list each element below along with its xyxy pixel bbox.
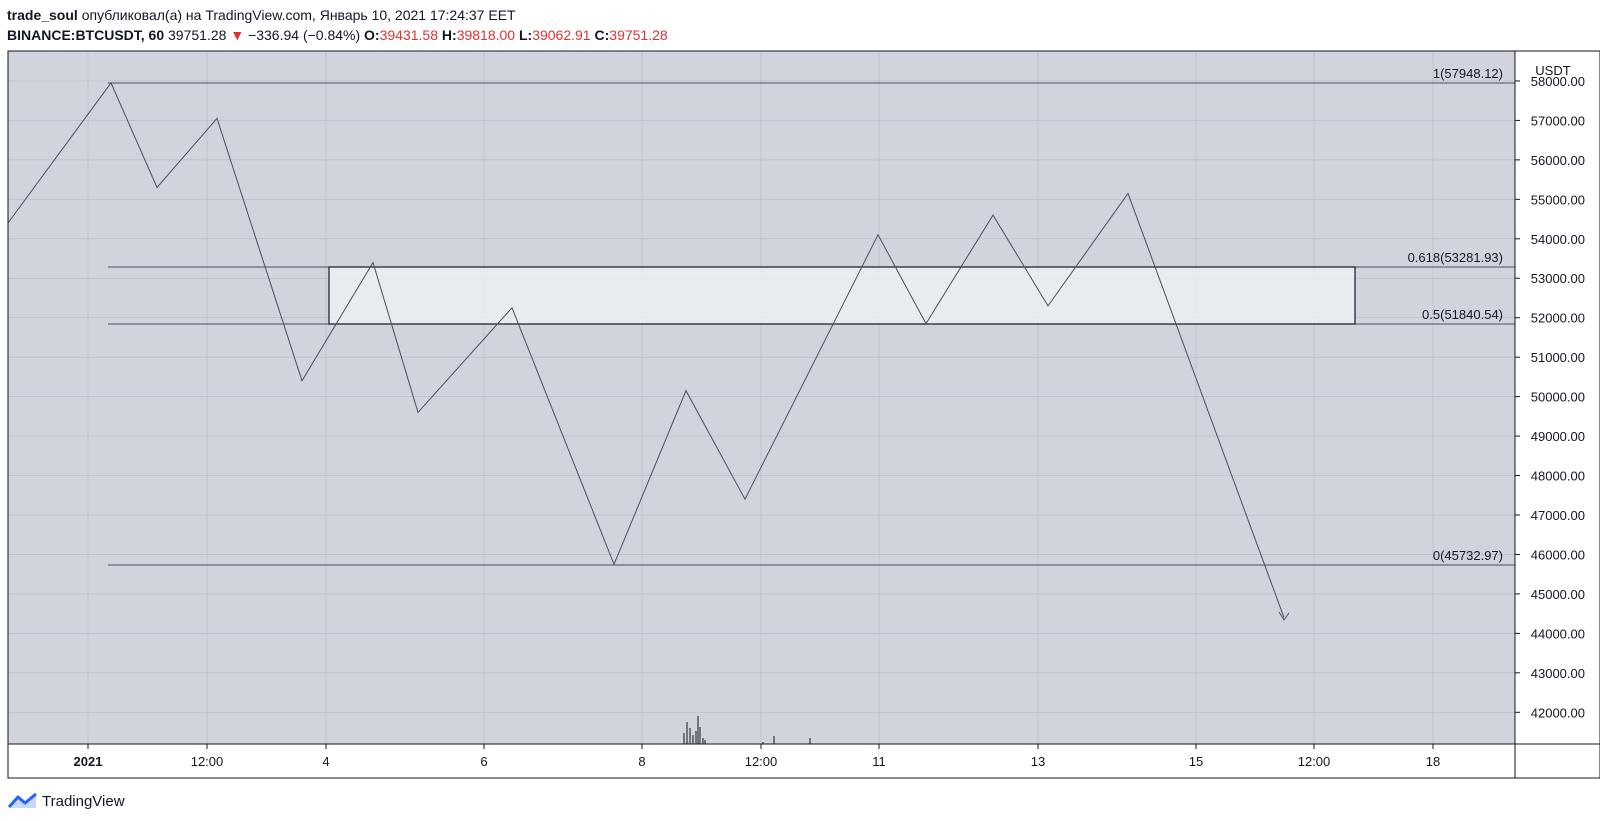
time-tick-label: 6: [480, 754, 487, 769]
price-tick-label: 53000.00: [1531, 271, 1585, 286]
price-tick-label: 47000.00: [1531, 508, 1585, 523]
volume-bars: [683, 716, 811, 744]
price-axis[interactable]: 58000.00 57000.00 56000.00 55000.00 54000.00…: [1515, 74, 1585, 720]
open-label: O:: [364, 27, 380, 43]
time-tick-label: 18: [1426, 754, 1440, 769]
chart-header: trade_soul опубликовал(а) на TradingView…: [7, 5, 1587, 45]
price-tick-label: 52000.00: [1531, 311, 1585, 326]
price-tick-label: 48000.00: [1531, 469, 1585, 484]
time-tick-label: 2021: [74, 754, 103, 769]
symbol-label[interactable]: BINANCE:BTCUSDT, 60: [7, 27, 165, 43]
price-tick-label: 49000.00: [1531, 429, 1585, 444]
time-tick-label: 13: [1031, 754, 1045, 769]
high-label: H:: [441, 27, 457, 43]
price-tick-label: 58000.00: [1531, 74, 1585, 89]
arrow-head-icon: [1278, 611, 1290, 621]
chart-frame: [7, 50, 1600, 779]
price-tick-label: 50000.00: [1531, 390, 1585, 405]
chart-area[interactable]: 1(57948.12) 0.618(53281.93) 0.5(51840.54…: [0, 0, 1600, 790]
time-axis[interactable]: 2021 12:00 4 6 8 12:00 11 13 15 12:00 18: [74, 744, 1441, 769]
author-name[interactable]: trade_soul: [7, 7, 78, 23]
time-tick-label: 12:00: [745, 754, 778, 769]
time-tick-label: 11: [872, 754, 886, 769]
close-label: C:: [594, 27, 610, 43]
time-tick-label: 8: [638, 754, 645, 769]
publish-text: опубликовал(а) на TradingView.com, Январ…: [81, 7, 516, 23]
price-tick-label: 56000.00: [1531, 153, 1585, 168]
tradingview-footer: TradingView: [8, 790, 125, 812]
high-value: 39818.00: [456, 27, 516, 43]
time-tick-label: 15: [1189, 754, 1203, 769]
tradingview-brand[interactable]: TradingView: [42, 792, 125, 810]
symbol-info: BINANCE:BTCUSDT, 60 39751.28 ▼ −336.94 (…: [7, 25, 1587, 45]
fib-label-0618: 0.618(53281.93): [1408, 250, 1503, 265]
price-tick-label: 46000.00: [1531, 547, 1585, 562]
time-tick-label: 4: [322, 754, 329, 769]
last-price: 39751.28: [168, 27, 227, 43]
tradingview-logo-icon: [8, 793, 37, 809]
price-tick-label: 43000.00: [1531, 666, 1585, 681]
time-tick-label: 12:00: [191, 754, 224, 769]
price-tick-label: 51000.00: [1531, 350, 1585, 365]
price-tick-label: 42000.00: [1531, 705, 1585, 720]
price-change: −336.94 (−0.84%): [248, 27, 361, 43]
zigzag-path[interactable]: [7, 81, 1285, 618]
plot-background[interactable]: [8, 51, 1515, 744]
publish-info: trade_soul опубликовал(а) на TradingView…: [7, 5, 1587, 25]
close-value: 39751.28: [609, 27, 668, 43]
fib-label-1: 1(57948.12): [1433, 66, 1503, 81]
fib-label-05: 0.5(51840.54): [1422, 307, 1503, 322]
price-tick-label: 57000.00: [1531, 113, 1585, 128]
vertical-grid: [87, 51, 1434, 744]
time-tick-label: 12:00: [1298, 754, 1331, 769]
down-arrow-icon: ▼: [230, 27, 245, 43]
price-tick-label: 55000.00: [1531, 192, 1585, 207]
fib-label-0: 0(45732.97): [1433, 548, 1503, 563]
low-label: L:: [518, 27, 533, 43]
price-tick-label: 44000.00: [1531, 626, 1585, 641]
price-tick-label: 45000.00: [1531, 587, 1585, 602]
price-tick-label: 54000.00: [1531, 232, 1585, 247]
currency-label: USDT: [1535, 63, 1570, 78]
golden-zone-rectangle[interactable]: [328, 266, 1356, 325]
low-value: 39062.91: [532, 27, 591, 43]
open-value: 39431.58: [379, 27, 439, 43]
